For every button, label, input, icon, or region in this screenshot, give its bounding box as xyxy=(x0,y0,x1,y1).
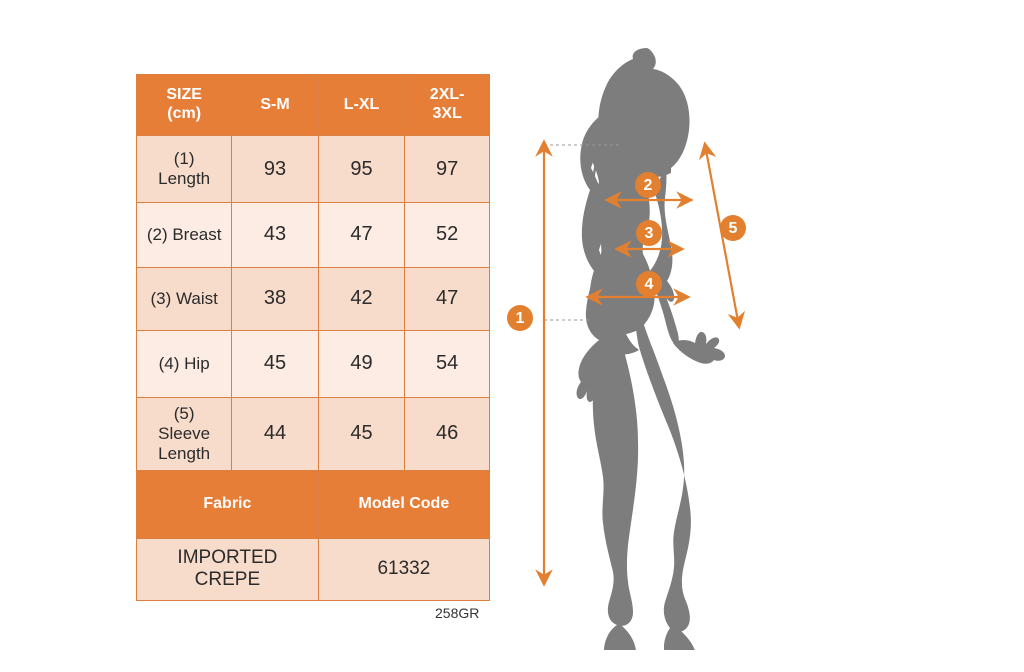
svg-text:4: 4 xyxy=(645,276,654,293)
svg-text:1: 1 xyxy=(516,310,525,327)
svg-text:2: 2 xyxy=(644,177,653,194)
svg-text:5: 5 xyxy=(729,220,738,237)
svg-text:3: 3 xyxy=(645,225,654,242)
